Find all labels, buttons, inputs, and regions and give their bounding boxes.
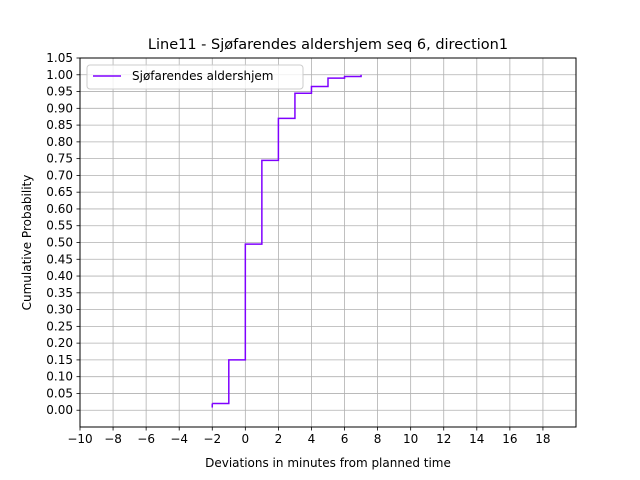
y-axis-label: Cumulative Probability [20, 175, 34, 311]
y-tick-label: 0.00 [46, 403, 73, 417]
x-tick-label: 2 [275, 432, 283, 446]
y-tick-label: 0.90 [46, 101, 73, 115]
x-tick-label: −10 [67, 432, 92, 446]
y-tick-label: 1.05 [46, 51, 73, 65]
y-tick-label: 0.75 [46, 152, 73, 166]
y-tick-label: 0.95 [46, 85, 73, 99]
y-tick-label: 0.85 [46, 118, 73, 132]
x-tick-label: 16 [502, 432, 517, 446]
x-tick-label: −6 [137, 432, 155, 446]
y-tick-label: 0.55 [46, 219, 73, 233]
y-tick-label: 0.05 [46, 386, 73, 400]
x-tick-label: 6 [341, 432, 349, 446]
series-layer [211, 74, 362, 408]
ticks: −10 −8 −6 −4 −2 0 2 4 6 8 10 12 14 16 18 0.00 0.05 0.10 0.… [46, 51, 550, 446]
y-tick-label: 0.60 [46, 202, 73, 216]
y-tick-label: 1.00 [46, 68, 73, 82]
x-tick-label: 0 [242, 432, 250, 446]
series-line [212, 74, 362, 405]
y-tick-label: 0.35 [46, 286, 73, 300]
x-tick-label: 10 [403, 432, 418, 446]
y-tick-label: 0.50 [46, 236, 73, 250]
x-tick-label: 8 [374, 432, 382, 446]
y-tick-label: 0.70 [46, 168, 73, 182]
y-tick-label: 0.40 [46, 269, 73, 283]
y-tick-label: 0.45 [46, 252, 73, 266]
y-tick-label: 0.65 [46, 185, 73, 199]
y-tick-label: 0.80 [46, 135, 73, 149]
chart-title: Line11 - Sjøfarendes aldershjem seq 6, d… [148, 37, 508, 53]
x-tick-label: 18 [535, 432, 550, 446]
y-tick-label: 0.30 [46, 303, 73, 317]
x-tick-label: −8 [104, 432, 122, 446]
y-tick-label: 0.10 [46, 370, 73, 384]
x-tick-label: −2 [203, 432, 221, 446]
y-tick-label: 0.25 [46, 319, 73, 333]
legend-entry-label: Sjøfarendes aldershjem [132, 69, 273, 83]
x-tick-label: 4 [308, 432, 316, 446]
grid [79, 57, 576, 427]
x-axis-label: Deviations in minutes from planned time [205, 456, 451, 470]
legend: Sjøfarendes aldershjem [86, 64, 304, 90]
x-tick-label: 12 [436, 432, 451, 446]
legend-box [86, 64, 304, 90]
x-tick-label: 14 [469, 432, 484, 446]
y-tick-label: 0.20 [46, 336, 73, 350]
x-tick-label: −4 [170, 432, 188, 446]
y-tick-label: 0.15 [46, 353, 73, 367]
